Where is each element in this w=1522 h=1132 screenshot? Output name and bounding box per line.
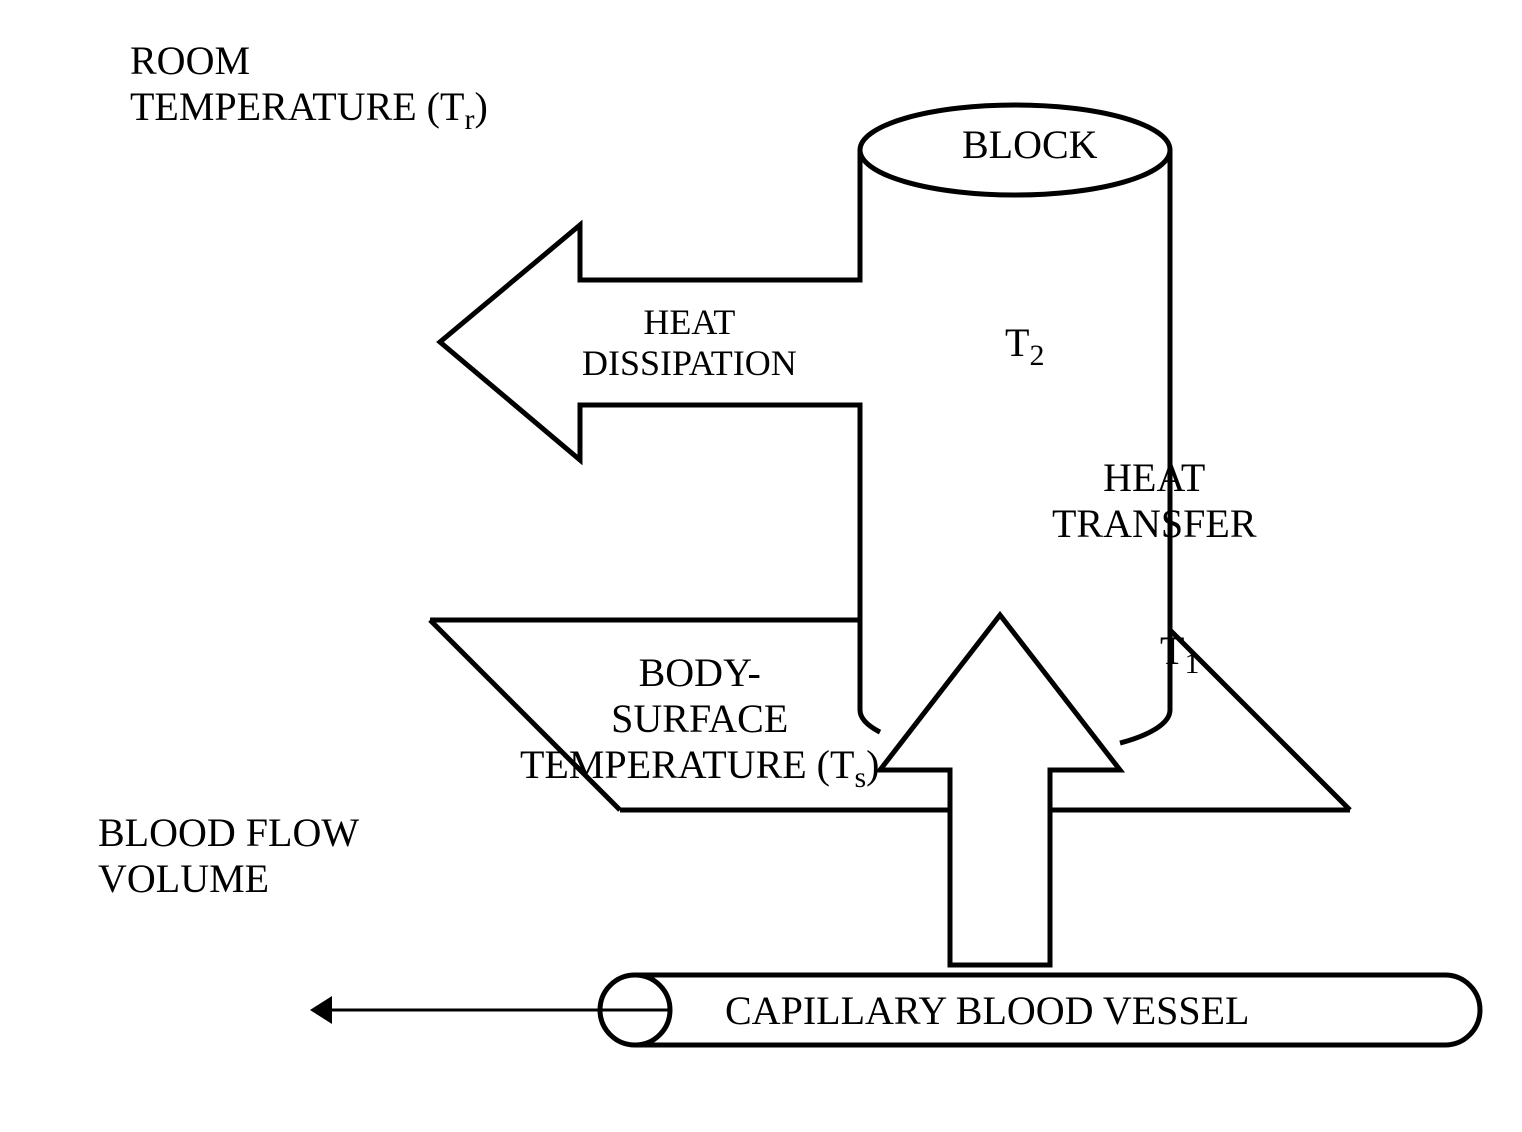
block-label: BLOCK: [962, 122, 1098, 168]
capillary-label: CAPILLARY BLOOD VESSEL: [725, 988, 1250, 1034]
heat-dissipation-label: HEATDISSIPATION: [582, 302, 797, 385]
blood-flow-label: BLOOD FLOWVOLUME: [98, 810, 359, 902]
t2-label: T2: [1005, 320, 1044, 374]
capillary-right-cap: [1445, 975, 1480, 1045]
body-surface-label: BODY-SURFACETEMPERATURE (Ts): [520, 650, 879, 796]
blood-flow-arrow-head: [310, 996, 332, 1024]
cylinder-body-fill: [860, 150, 1170, 710]
room-temperature-label: ROOMTEMPERATURE (Tr): [130, 38, 488, 138]
heat-transfer-label: HEATTRANSFER: [1052, 455, 1257, 547]
diagram-svg: [0, 0, 1522, 1132]
t1-label: T1: [1160, 628, 1199, 682]
